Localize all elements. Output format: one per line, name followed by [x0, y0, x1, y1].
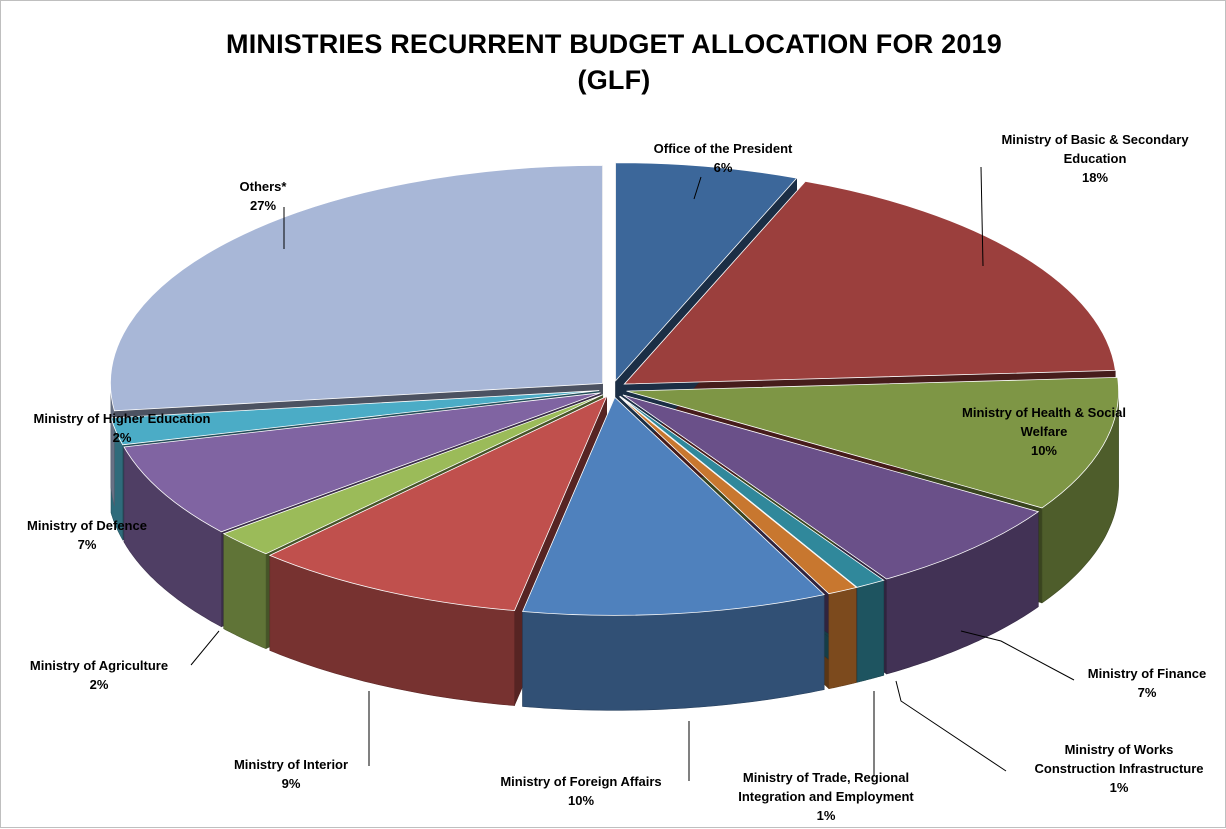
slice-label-office-of-the-president: Office of the President 6% — [653, 141, 793, 175]
leader-line — [960, 630, 1075, 681]
pie-slice-ministry-of-defence — [123, 392, 601, 533]
pie-slice-ministry-of-works-construction-infrastructure — [619, 395, 885, 588]
pie-slice-ministry-of-finance — [622, 394, 1040, 580]
pie-slice-ministry-of-health-social-welfare — [626, 376, 1119, 509]
pie-slice-side-ministry-of-trade-regional-integration-and-employment — [828, 587, 857, 690]
slice-label-health-social-welfare: Ministry of Health & Social Welfare 10% — [962, 405, 1126, 458]
pie-slice-ministry-of-agriculture — [222, 394, 603, 555]
slice-label-basic-secondary-education: Ministry of Basic & Secondary Education … — [1001, 132, 1189, 185]
leader-line — [895, 680, 1007, 772]
leader-line — [190, 630, 220, 666]
pie-slice-ministry-of-trade-regional-integration-and-employment — [619, 396, 858, 595]
slice-label-works-construction-infrastructure: Ministry of Works Construction Infrastru… — [1034, 742, 1204, 795]
pie-slice-side-ministry-of-works-construction-infrastructure — [856, 579, 885, 683]
pie-slice-office-of-the-president — [615, 162, 798, 382]
pie-slice-ministry-of-interior — [268, 395, 608, 612]
pie-slice-others — [110, 164, 603, 412]
slice-label-others: Others* 27% — [239, 179, 287, 213]
slice-label-finance: Ministry of Finance 7% — [1087, 666, 1207, 700]
leader-line — [693, 176, 702, 200]
slice-label-higher-education: Ministry of Higher Education 2% — [33, 411, 211, 445]
slice-label-agriculture: Ministry of Agriculture 2% — [29, 658, 169, 692]
pie-slice-ministry-of-foreign-affairs — [522, 396, 826, 616]
slice-label-foreign-affairs: Ministry of Foreign Affairs 10% — [500, 774, 662, 808]
slice-label-interior: Ministry of Interior 9% — [233, 757, 349, 791]
slice-label-defence: Ministry of Defence 7% — [27, 518, 147, 552]
pie-slice-ministry-of-basic-secondary-education — [623, 180, 1116, 385]
pie-slice-ministry-of-higher-education — [110, 390, 600, 446]
slice-label-trade-regional-integration-employment: Ministry of Trade, Regional Integration … — [738, 770, 914, 823]
chart-title-line-1: MINISTRIES RECURRENT BUDGET ALLOCATION F… — [226, 29, 1002, 59]
leader-line — [980, 166, 984, 267]
chart-title-line-2: (GLF) — [577, 65, 651, 95]
